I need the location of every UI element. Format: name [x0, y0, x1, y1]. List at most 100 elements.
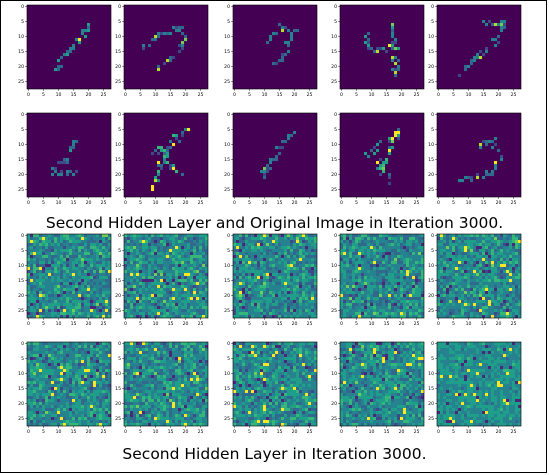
heatmap-cell: [302, 258, 306, 262]
heatmap-cell: [136, 237, 140, 241]
heatmap-cell: [367, 47, 371, 51]
heatmap-cell: [154, 252, 158, 256]
heatmap-cell: [66, 261, 70, 265]
heatmap-cell: [361, 252, 365, 256]
heatmap-cell: [293, 282, 297, 286]
heatmap-cell: [491, 243, 495, 247]
heatmap-cell: [105, 234, 109, 238]
heatmap-cell: [163, 152, 167, 156]
heatmap-cell: [397, 258, 401, 262]
heatmap-cell: [199, 249, 203, 253]
heatmap-cell: [311, 273, 315, 277]
heatmap-cell: [497, 35, 501, 39]
heatmap-cell: [39, 270, 43, 274]
heatmap-cell: [178, 312, 182, 316]
heatmap-cell: [96, 360, 100, 364]
heatmap-cell: [467, 276, 471, 280]
heatmap-cell: [202, 276, 206, 280]
heatmap-cell: [90, 282, 94, 286]
heatmap-cell: [373, 288, 377, 292]
heatmap-cell: [236, 294, 240, 298]
heatmap-cell: [476, 279, 480, 283]
heatmap-cell: [108, 234, 112, 238]
heatmap-cell: [57, 294, 61, 298]
heatmap-cell: [166, 315, 170, 319]
heatmap-cell: [187, 249, 191, 253]
heatmap-cell: [476, 306, 480, 310]
heatmap-cell: [148, 249, 152, 253]
heatmap-cell: [343, 243, 347, 247]
heatmap-cell: [66, 270, 70, 274]
heatmap-cell: [75, 288, 79, 292]
heatmap-cell: [269, 297, 273, 301]
heatmap-cell: [409, 276, 413, 280]
heatmap-cell: [199, 237, 203, 241]
heatmap-cell: [57, 300, 61, 304]
heatmap-cell: [187, 243, 191, 247]
heatmap-cell: [148, 294, 152, 298]
heatmap-cell: [69, 291, 73, 295]
heatmap-cell: [160, 315, 164, 319]
heatmap-cell: [290, 243, 294, 247]
heatmap-cell: [269, 279, 273, 283]
heatmap-cell: [278, 234, 282, 238]
heatmap-cell: [361, 267, 365, 271]
heatmap-cell: [412, 300, 416, 304]
heatmap-cell: [476, 237, 480, 241]
heatmap-cell: [302, 249, 306, 253]
y-tick-label: 25: [224, 79, 230, 85]
heatmap-cell: [515, 237, 519, 241]
heatmap-cell: [361, 294, 365, 298]
heatmap-cell: [69, 348, 73, 352]
heatmap-cell: [376, 237, 380, 241]
heatmap-cell: [275, 315, 279, 319]
heatmap-cell: [302, 246, 306, 250]
heatmap-cell: [491, 173, 495, 177]
heatmap-cell: [96, 255, 100, 259]
heatmap-cell: [382, 164, 386, 168]
heatmap-cell: [415, 315, 419, 319]
heatmap-cell: [512, 240, 516, 244]
heatmap-cell: [461, 306, 465, 310]
heatmap-cell: [415, 264, 419, 268]
heatmap-cell: [75, 366, 79, 370]
heatmap-cell: [142, 306, 146, 310]
heatmap-cell: [358, 303, 362, 307]
heatmap-cell: [263, 258, 267, 262]
heatmap-cell: [72, 294, 76, 298]
heatmap-cell: [397, 303, 401, 307]
heatmap-cell: [96, 267, 100, 271]
heatmap-cell: [145, 249, 149, 253]
heatmap-cell: [443, 261, 447, 265]
heatmap-cell: [251, 309, 255, 313]
heatmap-cell: [409, 249, 413, 253]
heatmap-cell: [84, 273, 88, 277]
heatmap-cell: [394, 134, 398, 138]
heatmap-cell: [154, 294, 158, 298]
heatmap-cell: [130, 261, 134, 265]
heatmap-cell: [130, 294, 134, 298]
heatmap-cell: [464, 309, 468, 313]
heatmap-cell: [506, 261, 510, 265]
heatmap-cell: [75, 363, 79, 367]
heatmap-cell: [272, 297, 276, 301]
heatmap-cell: [133, 264, 137, 268]
heatmap-cell: [163, 258, 167, 262]
heatmap-cell: [452, 315, 456, 319]
heatmap-cell: [81, 360, 85, 364]
heatmap-cell: [169, 59, 173, 63]
heatmap-cell: [157, 255, 161, 259]
heatmap-cell: [172, 276, 176, 280]
heatmap-cell: [205, 267, 209, 271]
second-hidden-layer-panel: 0 5 10 15 20 25 0 5 10 15 20 25: [219, 233, 319, 330]
heatmap-cell: [299, 312, 303, 316]
heatmap-cell: [148, 297, 152, 301]
y-tick-label: 20: [428, 64, 434, 70]
heatmap-cell: [63, 312, 67, 316]
heatmap-cell: [409, 315, 413, 319]
x-tick-label: 0: [437, 92, 440, 98]
heatmap-cell: [96, 264, 100, 268]
heatmap-cell: [78, 282, 82, 286]
heatmap-cell: [178, 261, 182, 265]
heatmap-cell: [27, 378, 31, 382]
